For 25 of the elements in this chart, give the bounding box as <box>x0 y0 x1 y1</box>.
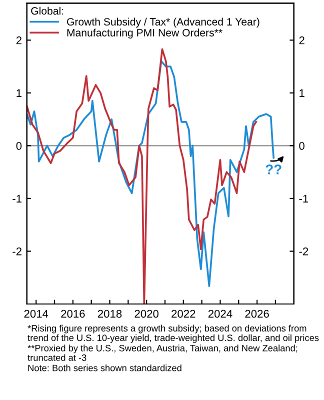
legend-label: Manufacturing PMI New Orders** <box>67 28 222 39</box>
y2-tick-label: -1 <box>299 194 308 202</box>
x-tick-label: 2014 <box>24 310 48 318</box>
y-tick-label: 0 <box>16 142 22 150</box>
y-tick-label: -2 <box>12 247 22 256</box>
y-tick-label: 2 <box>16 36 22 44</box>
y2-tick-label: 2 <box>299 36 304 44</box>
y2-tick-label: -2 <box>299 247 308 256</box>
text: Note: Both series shown standardized <box>28 364 182 372</box>
text: *Rising figure represents a growth subsidy; based on deviations from trend of the U.S. 10-year yield, trade-weighted U.S. dollar, and oil prices <box>28 324 319 343</box>
annotation: ?? <box>266 164 282 174</box>
x-tick-label: 2018 <box>98 310 122 318</box>
x-tick-label: 2020 <box>134 310 158 318</box>
x-tick-label: 2022 <box>172 310 196 318</box>
text: **Proxied by the U.S., Sweden, Austria, Taiwan, and New Zealand; truncated at -3 <box>28 344 298 361</box>
x-tick-label: 2024 <box>208 310 232 318</box>
y2-tick-label: 1 <box>300 89 304 97</box>
legend-title: Global: <box>31 6 64 15</box>
x-tick-label: 2016 <box>61 310 85 318</box>
x-tick-label: 2026 <box>245 310 269 318</box>
line-series <box>26 48 258 304</box>
y-tick-label: 1 <box>16 89 22 97</box>
y-tick-label: -1 <box>12 194 22 202</box>
legend-label: Growth Subsidy / Tax* (Advanced 1 Year) <box>67 18 260 28</box>
y2-tick-label: 0 <box>299 142 304 150</box>
